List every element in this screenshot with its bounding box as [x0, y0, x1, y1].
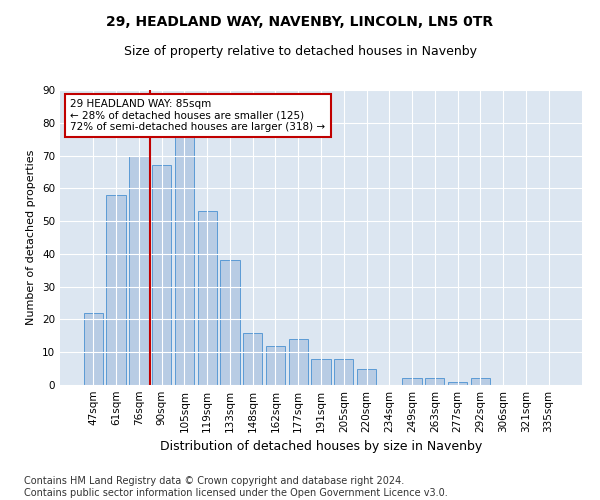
X-axis label: Distribution of detached houses by size in Navenby: Distribution of detached houses by size … — [160, 440, 482, 454]
Text: Size of property relative to detached houses in Navenby: Size of property relative to detached ho… — [124, 45, 476, 58]
Text: 29 HEADLAND WAY: 85sqm
← 28% of detached houses are smaller (125)
72% of semi-de: 29 HEADLAND WAY: 85sqm ← 28% of detached… — [70, 99, 326, 132]
Bar — [243, 332, 262, 385]
Bar — [470, 378, 490, 385]
Bar — [311, 359, 331, 385]
Bar — [84, 313, 103, 385]
Y-axis label: Number of detached properties: Number of detached properties — [26, 150, 37, 325]
Bar — [289, 339, 308, 385]
Bar — [425, 378, 445, 385]
Bar — [175, 136, 194, 385]
Bar — [334, 359, 353, 385]
Bar — [403, 378, 422, 385]
Bar — [106, 195, 126, 385]
Bar — [357, 368, 376, 385]
Bar — [266, 346, 285, 385]
Bar — [220, 260, 239, 385]
Bar — [129, 156, 149, 385]
Text: Contains HM Land Registry data © Crown copyright and database right 2024.
Contai: Contains HM Land Registry data © Crown c… — [24, 476, 448, 498]
Text: 29, HEADLAND WAY, NAVENBY, LINCOLN, LN5 0TR: 29, HEADLAND WAY, NAVENBY, LINCOLN, LN5 … — [106, 15, 494, 29]
Bar — [448, 382, 467, 385]
Bar — [197, 212, 217, 385]
Bar — [152, 166, 172, 385]
